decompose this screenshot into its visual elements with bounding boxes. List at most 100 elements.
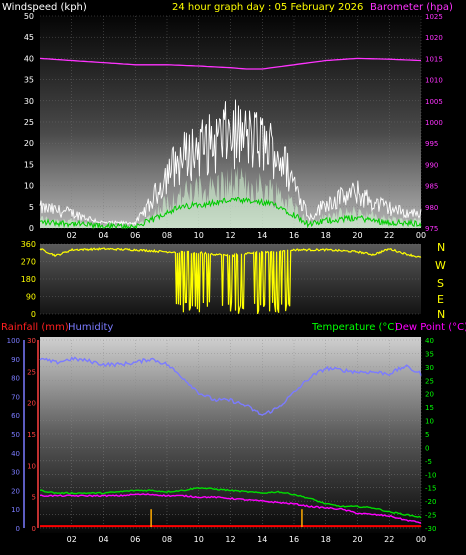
barometer-line <box>39 57 422 70</box>
humidity-y-tick-label: 90 <box>11 356 20 364</box>
temperature-x-tick-label: 04 <box>98 535 108 544</box>
wind-x-tick-label: 12 <box>225 231 235 240</box>
temperature-x-tick-label: 08 <box>162 535 172 544</box>
humidity-y-tick-label: 30 <box>11 469 20 477</box>
wind-x-tick-label: 18 <box>321 231 331 240</box>
wind-x-tick-label: 10 <box>194 231 204 240</box>
wind-x-tick-label: 22 <box>384 231 394 240</box>
temperature-x-tick-label: 18 <box>321 535 331 544</box>
compass-s: S <box>437 277 444 290</box>
wind-y-tick-label: 15 <box>24 160 34 169</box>
temperature-y-tick-label: 30 <box>425 364 434 372</box>
baro-y-tick-label: 1005 <box>425 98 443 106</box>
compass-e: E <box>437 293 444 306</box>
wind-y-tick-label: 0 <box>29 224 34 233</box>
wind-x-tick-label: 00 <box>416 231 426 240</box>
rain-y-tick-label: 0 <box>32 525 36 533</box>
wind-average-line <box>39 196 422 230</box>
temperature-axis-label: Temperature (°C) <box>311 322 398 333</box>
wind-y-tick-label: 20 <box>24 139 34 148</box>
temperature-x-tick-label: 10 <box>194 535 204 544</box>
temperature-y-tick-label: 15 <box>425 404 434 412</box>
temperature-x-tick-label: 16 <box>289 535 299 544</box>
baro-y-tick-label: 985 <box>425 183 438 191</box>
compass-n-top: N <box>437 241 445 254</box>
rain-y-tick-label: 30 <box>27 337 36 345</box>
rain-y-tick-label: 20 <box>27 400 36 408</box>
wind-x-tick-label: 14 <box>257 231 267 240</box>
humidity-y-tick-label: 10 <box>11 506 20 514</box>
wind-y-tick-label: 10 <box>24 182 34 191</box>
temperature-y-tick-label: -15 <box>425 485 436 493</box>
wind-gust-area <box>40 165 421 228</box>
temperature-y-tick-label: 35 <box>425 350 434 358</box>
direction-y-tick-label: 270 <box>21 258 36 267</box>
temperature-y-tick-label: 25 <box>425 377 434 385</box>
humidity-line <box>39 356 422 416</box>
baro-y-tick-label: 1015 <box>425 55 443 63</box>
baro-y-tick-label: 1000 <box>425 119 443 127</box>
temperature-y-tick-label: 0 <box>425 444 429 452</box>
temperature-y-tick-label: -5 <box>425 458 432 466</box>
baro-y-tick-label: 1010 <box>425 77 443 85</box>
wind-x-tick-label: 04 <box>98 231 108 240</box>
wind-y-tick-label: 30 <box>24 97 34 106</box>
temperature-x-tick-label: 12 <box>225 535 235 544</box>
temperature-y-tick-label: 5 <box>425 431 429 439</box>
baro-y-tick-label: 1025 <box>425 13 443 21</box>
rain-axis-label: Rainfall (mm) <box>1 322 69 333</box>
wind-y-tick-label: 25 <box>24 118 34 127</box>
humidity-y-tick-label: 50 <box>11 431 20 439</box>
dewpoint-line <box>39 493 422 524</box>
humidity-y-tick-label: 60 <box>11 412 20 420</box>
direction-y-tick-label: 180 <box>21 275 36 284</box>
rain-y-tick-label: 25 <box>27 368 36 376</box>
baro-y-tick-label: 1020 <box>425 34 443 42</box>
wind-y-tick-label: 45 <box>24 33 34 42</box>
wind-x-tick-label: 20 <box>352 231 362 240</box>
baro-y-tick-label: 975 <box>425 225 438 233</box>
wind-chart: 0510152025303540455097598098599099510001… <box>24 12 443 240</box>
wind-y-tick-label: 35 <box>24 76 34 85</box>
temperature-x-tick-label: 22 <box>384 535 394 544</box>
wind-y-tick-label: 40 <box>24 54 34 63</box>
windspeed-line <box>39 99 422 226</box>
wind-y-tick-label: 5 <box>29 203 34 212</box>
baro-y-tick-label: 995 <box>425 140 438 148</box>
temperature-y-tick-label: 10 <box>425 418 434 426</box>
temperature-y-tick-label: 40 <box>425 337 434 345</box>
temperature-x-tick-label: 02 <box>67 535 77 544</box>
wind-x-tick-label: 16 <box>289 231 299 240</box>
wind-x-tick-label: 02 <box>67 231 77 240</box>
temperature-y-tick-label: -30 <box>425 525 436 533</box>
wind-x-tick-label: 06 <box>130 231 140 240</box>
temperature-panel-bg <box>40 337 421 533</box>
wind-x-tick-label: 08 <box>162 231 172 240</box>
direction-y-tick-label: 0 <box>31 310 36 319</box>
direction-y-tick-label: 90 <box>26 293 36 302</box>
temperature-x-tick-label: 00 <box>416 535 426 544</box>
chart-title: 24 hour graph day : 05 February 2026 <box>172 2 363 13</box>
temperature-chart: -30 -25 -20 -15 -10 -5 0 5 10 15 20 25 30 35 40 0 10 20 30… <box>7 337 437 544</box>
compass-w: W <box>435 259 446 272</box>
humidity-y-tick-label: 0 <box>16 525 20 533</box>
dewpoint-axis-label: Dew Point (°C) <box>395 322 466 333</box>
rain-y-tick-label: 10 <box>27 462 36 470</box>
wind-axis-label: Windspeed (kph) <box>2 2 87 13</box>
direction-chart: 0 90 180 270 360 <box>21 240 422 319</box>
humidity-y-tick-label: 100 <box>7 337 20 345</box>
temperature-x-tick-label: 06 <box>130 535 140 544</box>
humidity-y-tick-label: 70 <box>11 393 20 401</box>
wind-direction-line <box>39 247 422 315</box>
temperature-y-tick-label: -25 <box>425 512 436 520</box>
humidity-y-tick-label: 40 <box>11 450 20 458</box>
humidity-y-tick-label: 20 <box>11 487 20 495</box>
wind-y-tick-label: 50 <box>24 12 34 21</box>
temperature-y-tick-label: 20 <box>425 391 434 399</box>
rain-y-tick-label: 5 <box>32 494 36 502</box>
rain-y-tick-label: 15 <box>27 431 36 439</box>
humidity-axis-label: Humidity <box>68 322 113 333</box>
temperature-y-tick-label: -20 <box>425 498 436 506</box>
baro-y-tick-label: 990 <box>425 161 438 169</box>
